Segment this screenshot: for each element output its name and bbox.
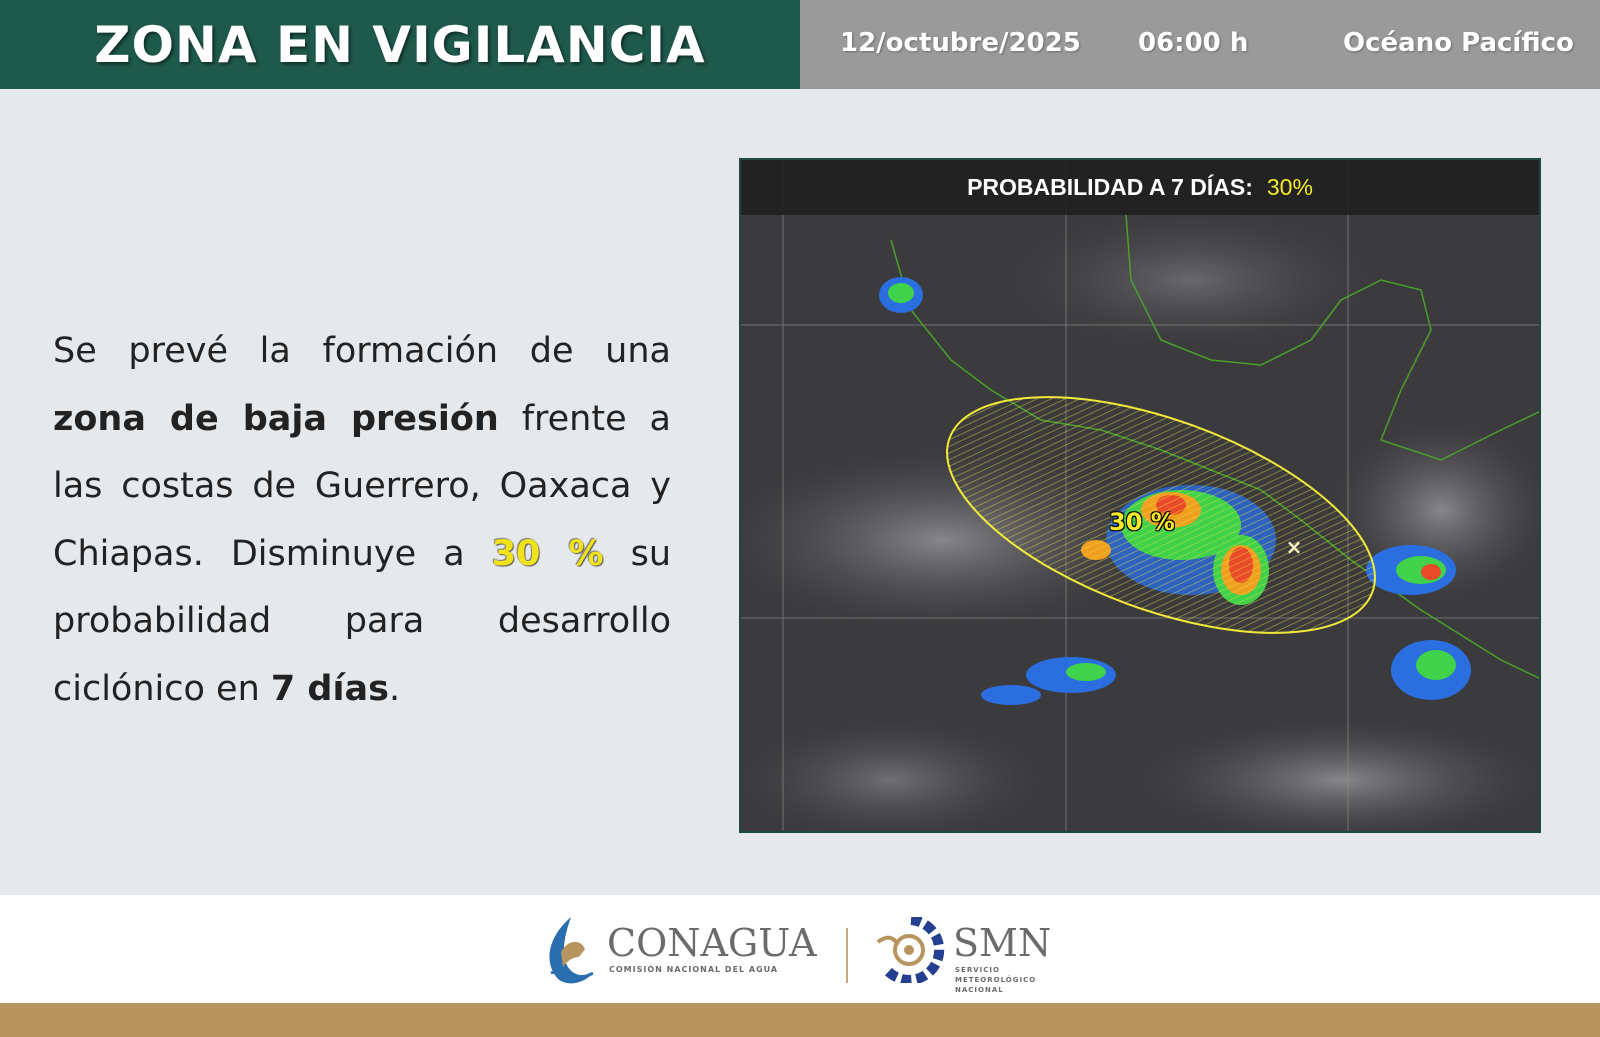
smn-logo-icon: [876, 917, 945, 983]
banner-label: PROBABILIDAD A 7 DÍAS:: [967, 174, 1253, 200]
footer-band: [0, 1003, 1600, 1037]
conagua-logo-icon: [549, 917, 593, 984]
coastline: [1125, 214, 1539, 461]
satellite-image: ×: [741, 160, 1539, 831]
date: 12/octubre/2025: [840, 28, 1081, 58]
satellite-map: × 30 % PROBABILIDAD A 7 DÍAS: 30%: [739, 158, 1541, 833]
smn-name: SMN: [953, 921, 1052, 965]
page-title: ZONA EN VIGILANCIA: [94, 15, 706, 74]
probability-highlight: 30 %: [491, 533, 604, 574]
time: 06:00 h: [1138, 28, 1249, 58]
footer: CONAGUA COMISIÓN NACIONAL DEL AGUA SMN S…: [0, 895, 1600, 1003]
zone-probability-label: 30 %: [1109, 508, 1175, 536]
conagua-subtitle: COMISIÓN NACIONAL DEL AGUA: [609, 965, 779, 974]
description-text: Se prevé la formación de una zona de baj…: [53, 331, 672, 709]
banner-value: 30%: [1266, 174, 1313, 200]
smn-subtitle: SERVICIO METEOROLÓGICO NACIONAL: [955, 966, 1037, 994]
watch-zone-area: [946, 396, 1376, 634]
logo-divider: [846, 928, 848, 983]
region: Océano Pacífico: [1343, 28, 1574, 58]
probability-banner: PROBABILIDAD A 7 DÍAS: 30%: [741, 160, 1539, 215]
header-title-bar: ZONA EN VIGILANCIA: [0, 0, 800, 89]
conagua-name: CONAGUA: [607, 921, 817, 965]
header-info-bar: 12/octubre/2025 06:00 h Océano Pacífico: [800, 0, 1600, 89]
center-marker-icon: ×: [1286, 535, 1303, 559]
